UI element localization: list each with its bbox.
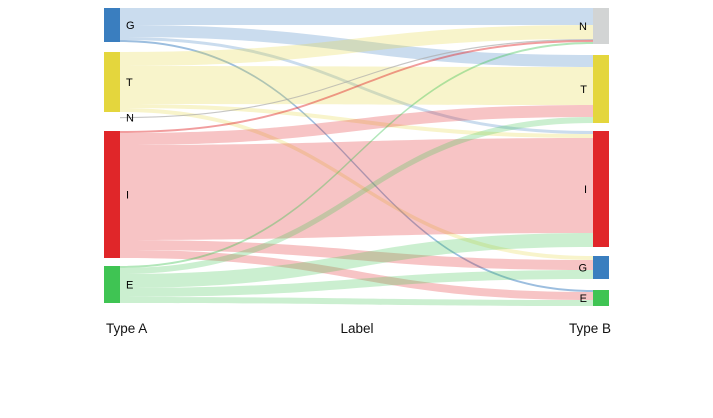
sankey-node-left-N[interactable] [104,117,120,119]
sankey-node-right-T[interactable] [593,55,609,123]
sankey-node-label-left-T: T [126,77,133,89]
sankey-node-right-G[interactable] [593,256,609,279]
sankey-nodes [104,8,609,306]
sankey-link-T-to-T[interactable] [120,66,593,105]
sankey-link-E-to-G[interactable] [120,270,593,297]
sankey-node-right-E[interactable] [593,290,609,306]
axis-label-type-a: Type A [106,321,148,336]
sankey-link-I-to-T[interactable] [120,105,593,145]
sankey-link-G-to-I[interactable] [120,37,593,134]
sankey-node-label-left-N: N [126,113,134,125]
sankey-link-G-to-E[interactable] [120,40,593,292]
sankey-link-E-to-N[interactable] [120,42,593,268]
sankey-link-G-to-N[interactable] [120,8,593,25]
sankey-link-N-to-N[interactable] [120,39,593,119]
sankey-link-T-to-N[interactable] [120,25,593,66]
sankey-node-left-I[interactable] [104,131,120,258]
sankey-link-T-to-I[interactable] [120,104,593,138]
sankey-link-I-to-I[interactable] [120,138,593,240]
sankey-node-label-left-E: E [126,279,133,291]
sankey-node-label-right-E: E [580,293,587,305]
sankey-node-left-E[interactable] [104,266,120,303]
sankey-link-I-to-E[interactable] [120,250,593,300]
sankey-node-label-right-I: I [584,184,587,196]
sankey-link-E-to-T[interactable] [120,117,593,274]
sankey-node-label-left-G: G [126,20,135,32]
sankey-node-label-left-I: I [126,189,129,201]
sankey-node-label-right-N: N [579,21,587,33]
sankey-link-E-to-E[interactable] [120,297,593,306]
sankey-link-T-to-G[interactable] [120,108,593,260]
sankey-link-G-to-T[interactable] [120,25,593,67]
sankey-links [120,8,593,306]
sankey-node-left-T[interactable] [104,52,120,112]
axis-label-type-b: Type B [568,321,611,336]
sankey-link-I-to-N[interactable] [120,40,593,133]
sankey-node-left-G[interactable] [104,8,120,42]
axis-label-label: Label [340,321,374,336]
sankey-node-labels: G T N I E N T I G E [126,20,587,305]
sankey-node-label-right-G: G [578,262,587,274]
sankey-node-right-I[interactable] [593,131,609,247]
sankey-node-label-right-T: T [580,84,587,96]
sankey-node-right-N[interactable] [593,8,609,44]
sankey-link-E-to-I[interactable] [120,233,593,288]
sankey-link-I-to-G[interactable] [120,240,593,270]
